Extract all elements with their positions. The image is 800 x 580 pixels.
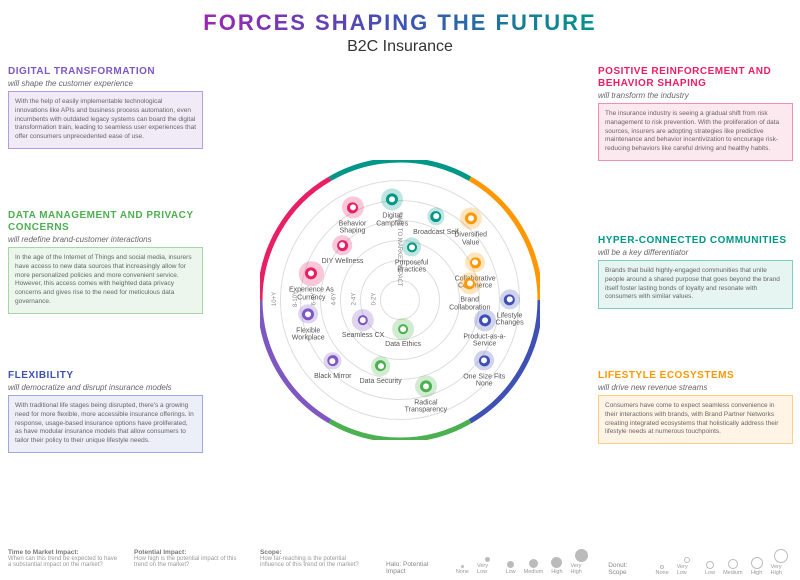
panel-body: Consumers have come to expect seamless c… <box>598 395 793 444</box>
panel-tag: will be a key differentiator <box>598 248 793 257</box>
panel-tag: will democratize and disrupt insurance m… <box>8 383 203 392</box>
panel-body: In the age of the Internet of Things and… <box>8 247 203 314</box>
panel-tag: will transform the industry <box>598 91 793 100</box>
sector-panel-hyper: HYPER-CONNECTED COMMUNITIESwill be a key… <box>598 235 793 309</box>
legend: Time to Market Impact:When can this tren… <box>8 549 792 576</box>
chart-node: Product-as-a-Service <box>461 313 509 348</box>
chart-node: Data Security <box>360 359 402 387</box>
panel-body: The insurance industry is seeing a gradu… <box>598 103 793 161</box>
legend-scope: Scope:How far-reaching is the potential … <box>260 549 370 568</box>
legend-halo-scale: Halo: Potential ImpactNoneVery LowLowMed… <box>386 549 592 575</box>
chart-node: Experience As Currency <box>287 267 335 302</box>
chart-node: Black Mirror <box>314 353 351 381</box>
sector-panel-data: DATA MANAGEMENT AND PRIVACY CONCERNSwill… <box>8 210 203 314</box>
sector-panel-digital: DIGITAL TRANSFORMATIONwill shape the cus… <box>8 66 203 149</box>
panel-body: With traditional life stages being disru… <box>8 395 203 453</box>
legend-time: Time to Market Impact:When can this tren… <box>8 549 118 568</box>
panel-body: Brands that build highly-engaged communi… <box>598 260 793 309</box>
panel-tag: will shape the customer experience <box>8 79 203 88</box>
chart-node: Brand Collaboration <box>446 276 494 311</box>
chart-node: Diversified Value <box>447 212 495 247</box>
legend-donut-scale: Donut: ScopeNoneVery LowLowMediumHighVer… <box>608 549 792 576</box>
main-wrap: TIME TO MARKET IMPACT0-2Y2-4Y4-6Y6-8Y8-1… <box>0 60 800 540</box>
panel-body: With the help of easily implementable te… <box>8 91 203 149</box>
sector-panel-positive: POSITIVE REINFORCEMENT AND BEHAVIOR SHAP… <box>598 66 793 161</box>
sector-panel-lifestyle: LIFESTYLE ECOSYSTEMSwill drive new reven… <box>598 370 793 444</box>
chart-node: Radical Transparency <box>402 379 450 414</box>
chart-node: Data Ethics <box>385 321 421 349</box>
panel-title: DATA MANAGEMENT AND PRIVACY CONCERNS <box>8 210 203 234</box>
chart-node: Seamless CX <box>342 312 384 340</box>
chart-node: Flexible Workplace <box>284 307 332 342</box>
sector-panel-flex: FLEXIBILITYwill democratize and disrupt … <box>8 370 203 453</box>
panel-title: LIFESTYLE ECOSYSTEMS <box>598 370 793 382</box>
chart-node: Digital Campfires <box>368 193 416 228</box>
chart-node: Purposeful Practices <box>388 239 436 274</box>
panel-title: DIGITAL TRANSFORMATION <box>8 66 203 78</box>
page-title: FORCES SHAPING THE FUTURE <box>0 0 800 38</box>
radial-chart: TIME TO MARKET IMPACT0-2Y2-4Y4-6Y6-8Y8-1… <box>260 160 540 440</box>
legend-potential: Potential Impact:How high is the potenti… <box>134 549 244 568</box>
page-subtitle: B2C Insurance <box>0 38 800 56</box>
panel-title: HYPER-CONNECTED COMMUNITIES <box>598 235 793 247</box>
panel-tag: will redefine brand-customer interaction… <box>8 235 203 244</box>
chart-node: One Size Fits None <box>460 353 508 388</box>
chart-node: DIY Wellness <box>322 238 364 266</box>
panel-title: POSITIVE REINFORCEMENT AND BEHAVIOR SHAP… <box>598 66 793 90</box>
panel-tag: will drive new revenue streams <box>598 383 793 392</box>
panel-title: FLEXIBILITY <box>8 370 203 382</box>
